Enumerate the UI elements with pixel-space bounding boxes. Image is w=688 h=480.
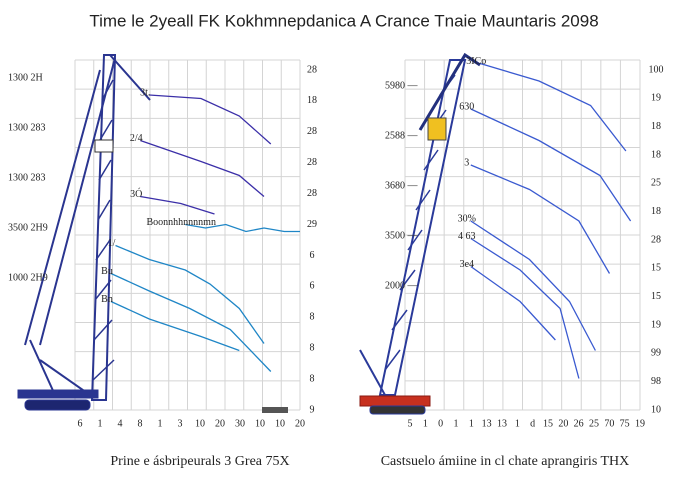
y-axis-label: 1300 283 [8,172,46,183]
series-label: Boonnhhnnnnmn [147,217,216,228]
y2-axis-label: 10 [651,404,661,415]
y-axis-label: 1000 2H9 [8,272,48,283]
y-axis-label: 1300 2H [8,72,43,83]
series-line [470,237,580,379]
y-axis-label: 5980 — [385,80,419,91]
series-line [470,265,556,341]
series-line [149,94,272,145]
x-axis-label: 5 [408,418,413,429]
series-label: 3e4 [460,259,474,270]
crane-left [17,54,151,411]
x-axis-label: 1 [423,418,428,429]
series-line [110,272,272,372]
series-line [470,164,611,274]
series-label: 4 63 [458,231,476,242]
chart-caption: Prine e ásbripeurals 3 Grea 75X [110,454,289,469]
series-label: 630 [459,101,474,112]
y2-axis-label: 28 [651,234,661,245]
y2-axis-label: 6 [310,250,315,261]
x-axis-label: 10 [275,418,285,429]
series-line [140,195,215,215]
x-axis-label: 10 [255,418,265,429]
x-axis-label: 6 [78,418,83,429]
y2-axis-label: 15 [651,291,661,302]
y2-axis-label: 25 [651,178,661,189]
series-label: 30% [458,213,476,224]
x-axis-label: 13 [482,418,492,429]
x-axis-label: 20 [215,418,225,429]
grids [74,59,641,411]
x-axis-label: 8 [138,418,143,429]
x-axis-label: 20 [295,418,305,429]
x-axis-label: 75 [620,418,630,429]
y2-axis-label: 18 [651,121,661,132]
series-label: Bu [101,266,113,277]
series-label: 2/4 [130,133,143,144]
x-axis-label: 1 [515,418,520,429]
series-line [480,62,627,152]
series-label: 3ICo [466,56,486,67]
x-axis-label: 13 [497,418,507,429]
series-line [185,223,300,233]
x-axis-label: 4 [118,418,123,429]
y-axis-label: 3500 2H9 [8,222,48,233]
x-axis-label: 15 [543,418,553,429]
y2-axis-label: 29 [307,219,317,230]
x-axis-label: 1 [469,418,474,429]
crane-right [359,52,481,415]
y2-axis-label: 6 [310,281,315,292]
y2-axis-label: 18 [651,149,661,160]
series-label: Bn [101,294,113,305]
y2-axis-label: 8 [310,373,315,384]
y-axis-label: 3500 — [385,230,419,241]
x-axis-label: 1 [98,418,103,429]
x-axis-label: 25 [589,418,599,429]
x-axis-label: 1 [454,418,459,429]
series-line [115,244,265,344]
x-axis-label: 1 [158,418,163,429]
x-axis-label: 26 [574,418,584,429]
series-line [470,108,632,222]
y2-axis-label: 100 [649,64,664,75]
series-label: 3 [464,157,469,168]
x-axis-label: 20 [558,418,568,429]
series-line [470,220,596,351]
chart-caption: Castsuelo ámiine in cl chate aprangiris … [381,454,630,469]
y2-axis-label: 28 [307,64,317,75]
y2-axis-label: 19 [651,319,661,330]
y2-axis-label: 15 [651,263,661,274]
series-label: 3Ó [130,188,142,200]
y2-axis-label: 28 [307,157,317,168]
x-axis-label: 30 [235,418,245,429]
y2-axis-label: 9 [310,404,315,415]
x-axis-label: d [530,418,535,429]
series-line [140,139,265,197]
y2-axis-label: 98 [651,376,661,387]
y2-axis-label: 8 [310,312,315,323]
marks: 3t. 2/4 3Ó Boonnhhnnnnmn 1/Bu Bn 3ICo 630 3 30% 4 … [101,56,632,379]
page-title: Time le 2yeall FK Kokhmnepdanica A Cranc… [89,11,598,30]
y-axis-label: 1300 283 [8,122,46,133]
y2-axis-label: 28 [307,126,317,137]
y-axis-label: 2000 — [385,280,419,291]
legend-swatch [262,407,288,413]
series-line [110,300,240,352]
y-axis-label: 2588 — [385,130,419,141]
x-axis-label: 3 [178,418,183,429]
x-axis-label: 19 [635,418,645,429]
y2-axis-label: 99 [651,348,661,359]
y2-axis-label: 18 [307,95,317,106]
y-axis-label: 3680 — [385,180,419,191]
series-label: 1/ [108,238,116,249]
y2-axis-label: 18 [651,206,661,217]
y2-axis-label: 28 [307,188,317,199]
y2-axis-label: 19 [651,93,661,104]
series-label: 3t. [140,87,150,98]
y2-axis-label: 8 [310,342,315,353]
x-axis-label: 10 [195,418,205,429]
x-axis-label: 70 [604,418,614,429]
x-axis-label: 0 [438,418,443,429]
